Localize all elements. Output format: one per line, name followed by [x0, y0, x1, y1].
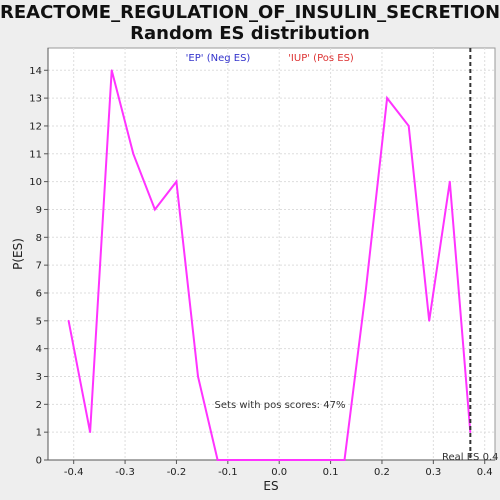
- pos-scores-annotation: Sets with pos scores: 47%: [215, 400, 346, 411]
- es-data-point: [298, 459, 301, 461]
- es-data-point: [319, 459, 322, 461]
- y-tick-label: 5: [36, 316, 42, 327]
- y-tick-label: 14: [29, 66, 42, 77]
- es-data-point: [153, 208, 156, 211]
- es-data-point: [364, 292, 367, 294]
- x-tick-label: -0.1: [218, 467, 238, 478]
- real-es-label: Real ES 0.4: [442, 452, 498, 463]
- es-distribution-line: [67, 70, 472, 461]
- es-data-point: [175, 180, 178, 183]
- x-axis-ticks: -0.4 -0.3 -0.2 -0.1 0.0 0.1 0.2 0.3 0.4: [64, 460, 493, 478]
- y-tick-label: 7: [36, 261, 42, 272]
- x-axis-label: ES: [263, 479, 278, 493]
- y-tick-label: 6: [36, 288, 42, 299]
- y-tick-label: 13: [29, 94, 42, 105]
- es-data-point: [67, 319, 70, 322]
- es-data-point: [386, 97, 389, 100]
- series-layer: [67, 69, 472, 461]
- y-tick-label: 12: [29, 121, 42, 132]
- grid-lines: [48, 48, 495, 461]
- es-data-point: [407, 125, 410, 127]
- y-tick-label: 1: [36, 428, 42, 439]
- y-tick-label: 10: [29, 177, 42, 188]
- y-tick-label: 0: [36, 456, 42, 467]
- es-data-point: [110, 69, 113, 72]
- es-data-point: [257, 459, 260, 461]
- chart-title-line-1: REACTOME_REGULATION_OF_INSULIN_SECRETION…: [0, 2, 500, 23]
- chart-title-line-2: Random ES distribution: [130, 23, 370, 44]
- y-tick-label: 8: [36, 233, 42, 244]
- es-data-point: [428, 319, 431, 322]
- x-tick-label: 0.1: [323, 467, 339, 478]
- es-data-point: [237, 459, 240, 461]
- x-tick-label: 0.2: [374, 467, 390, 478]
- es-data-point: [469, 431, 472, 434]
- x-tick-label: 0.4: [477, 467, 493, 478]
- y-tick-label: 9: [36, 205, 42, 216]
- y-axis-label: P(ES): [11, 238, 25, 270]
- es-data-point: [197, 375, 199, 378]
- es-data-point: [132, 152, 135, 155]
- es-data-point: [343, 459, 346, 461]
- legend-entry-pos-es: 'IUP' (Pos ES): [288, 53, 354, 64]
- y-tick-label: 3: [36, 372, 42, 383]
- chart-title: REACTOME_REGULATION_OF_INSULIN_SECRETION…: [0, 2, 500, 44]
- es-data-point: [278, 459, 281, 461]
- x-tick-label: -0.3: [115, 467, 135, 478]
- x-tick-label: 0.0: [271, 467, 287, 478]
- y-tick-label: 4: [36, 344, 42, 355]
- plot-area: [47, 47, 496, 461]
- y-tick-label: 11: [29, 149, 42, 160]
- es-data-point: [89, 431, 92, 434]
- x-tick-label: 0.3: [425, 467, 441, 478]
- legend-entry-neg-es: 'EP' (Neg ES): [186, 53, 251, 64]
- es-data-point: [448, 180, 451, 183]
- es-data-point: [216, 459, 219, 461]
- y-tick-label: 2: [36, 400, 42, 411]
- x-tick-label: -0.4: [64, 467, 84, 478]
- x-tick-label: -0.2: [167, 467, 187, 478]
